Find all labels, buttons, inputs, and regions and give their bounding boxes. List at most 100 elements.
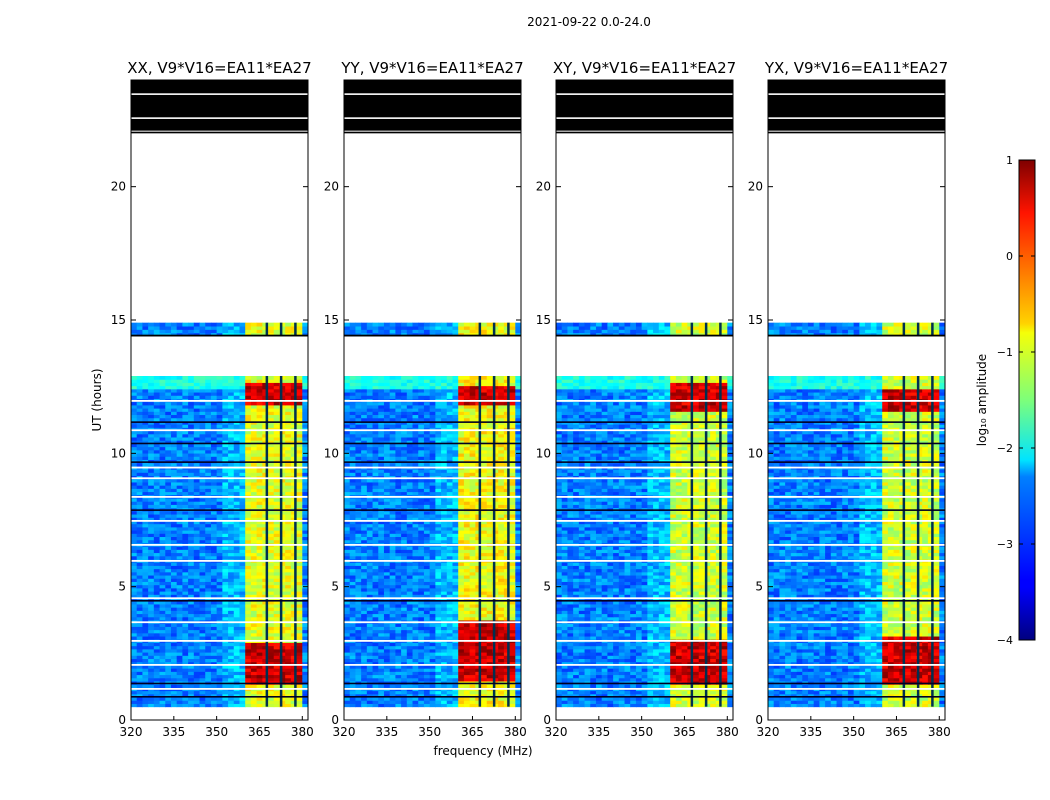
heatmap-cell bbox=[355, 700, 362, 704]
heatmap-cell bbox=[159, 536, 166, 541]
heatmap-cell bbox=[290, 401, 298, 406]
heatmap-cell bbox=[176, 664, 183, 669]
heatmap-cell bbox=[446, 610, 453, 615]
heatmap-cell bbox=[182, 700, 189, 704]
heatmap-cell bbox=[205, 514, 212, 518]
heatmap-cell bbox=[165, 497, 172, 502]
heatmap-cell bbox=[199, 491, 206, 496]
heatmap-cell bbox=[148, 671, 155, 676]
heatmap-cell bbox=[361, 568, 368, 573]
heatmap-cell bbox=[475, 645, 482, 650]
heatmap-cell bbox=[268, 449, 275, 454]
heatmap-cell bbox=[148, 392, 155, 396]
heatmap-cell bbox=[285, 664, 292, 669]
heatmap-cell bbox=[250, 671, 258, 676]
heatmap-cell bbox=[188, 677, 195, 682]
heatmap-cell bbox=[228, 575, 235, 579]
heatmap-cell bbox=[492, 607, 499, 611]
heatmap-cell bbox=[509, 562, 516, 566]
heatmap-cell bbox=[148, 456, 155, 460]
heatmap-cell bbox=[182, 661, 189, 666]
heatmap-cell bbox=[366, 700, 374, 704]
heatmap-cell bbox=[210, 514, 218, 518]
heatmap-cell bbox=[406, 671, 414, 676]
heatmap-cell bbox=[188, 488, 195, 493]
heatmap-cell bbox=[509, 578, 516, 582]
heatmap-cell bbox=[199, 504, 206, 509]
channel-gap bbox=[279, 322, 283, 336]
heatmap-cell bbox=[349, 584, 356, 589]
heatmap-cell bbox=[446, 632, 453, 637]
heatmap-cell bbox=[481, 591, 488, 595]
heatmap-cell bbox=[302, 626, 309, 631]
heatmap-cell bbox=[401, 616, 408, 621]
heatmap-cell bbox=[268, 514, 275, 518]
heatmap-cell bbox=[142, 594, 149, 599]
heatmap-cell bbox=[285, 514, 292, 518]
heatmap-cell bbox=[170, 584, 178, 589]
heatmap-cell bbox=[273, 491, 280, 496]
heatmap-cell bbox=[290, 481, 298, 486]
heatmap-cell bbox=[245, 587, 252, 592]
heatmap-cell bbox=[136, 668, 143, 672]
heatmap-cell bbox=[148, 677, 155, 682]
heatmap-cell bbox=[205, 501, 212, 505]
heatmap-cell bbox=[273, 668, 280, 672]
heatmap-cell bbox=[188, 392, 195, 396]
heatmap-cell bbox=[285, 690, 292, 695]
heatmap-cell bbox=[245, 677, 252, 682]
heatmap-cell bbox=[262, 395, 269, 399]
heatmap-cell bbox=[262, 571, 269, 576]
heatmap-cell bbox=[159, 404, 166, 409]
heatmap-cell bbox=[239, 533, 246, 538]
heatmap-cell bbox=[256, 472, 263, 477]
heatmap-cell bbox=[216, 459, 223, 464]
heatmap-cell bbox=[199, 616, 206, 621]
heatmap-cell bbox=[349, 664, 356, 669]
heatmap-cell bbox=[170, 446, 178, 451]
heatmap-cell bbox=[205, 392, 212, 396]
heatmap-cell bbox=[492, 597, 499, 602]
heatmap-cell bbox=[142, 636, 149, 640]
heatmap-cell bbox=[268, 326, 275, 330]
heatmap-cell bbox=[475, 664, 482, 669]
heatmap-cell bbox=[165, 603, 172, 608]
heatmap-cell bbox=[486, 668, 493, 672]
heatmap-cell bbox=[245, 411, 252, 416]
heatmap-cell bbox=[389, 636, 396, 640]
heatmap-cell bbox=[205, 565, 212, 570]
heatmap-cell bbox=[515, 674, 522, 679]
heatmap-cell bbox=[268, 693, 275, 698]
heatmap-cell bbox=[401, 693, 408, 698]
heatmap-cell bbox=[515, 591, 522, 595]
heatmap-cell bbox=[170, 449, 178, 454]
heatmap-cell bbox=[205, 430, 212, 435]
heatmap-cell bbox=[210, 684, 218, 688]
heatmap-cell bbox=[509, 648, 516, 653]
heatmap-cell bbox=[372, 636, 379, 640]
heatmap-cell bbox=[463, 600, 471, 605]
heatmap-cell bbox=[458, 664, 465, 669]
heatmap-cell bbox=[165, 481, 172, 486]
heatmap-cell bbox=[256, 632, 263, 637]
heatmap-cell bbox=[176, 671, 183, 676]
heatmap-cell bbox=[498, 700, 505, 704]
heatmap-cell bbox=[216, 322, 223, 327]
heatmap-cell bbox=[233, 462, 240, 467]
heatmap-cell bbox=[509, 613, 516, 618]
heatmap-cell bbox=[446, 613, 453, 618]
heatmap-cell bbox=[170, 530, 178, 534]
heatmap-cell bbox=[165, 645, 172, 650]
heatmap-cell bbox=[285, 674, 292, 679]
heatmap-cell bbox=[165, 417, 172, 422]
heatmap-cell bbox=[182, 578, 189, 582]
heatmap-cell bbox=[210, 664, 218, 669]
heatmap-cell bbox=[435, 626, 442, 631]
heatmap-cell bbox=[239, 668, 246, 672]
heatmap-cell bbox=[210, 697, 218, 701]
heatmap-cell bbox=[245, 488, 252, 493]
heatmap-cell bbox=[486, 594, 493, 599]
heatmap-cell bbox=[296, 388, 303, 393]
heatmap-cell bbox=[182, 565, 189, 570]
heatmap-cell bbox=[199, 603, 206, 608]
